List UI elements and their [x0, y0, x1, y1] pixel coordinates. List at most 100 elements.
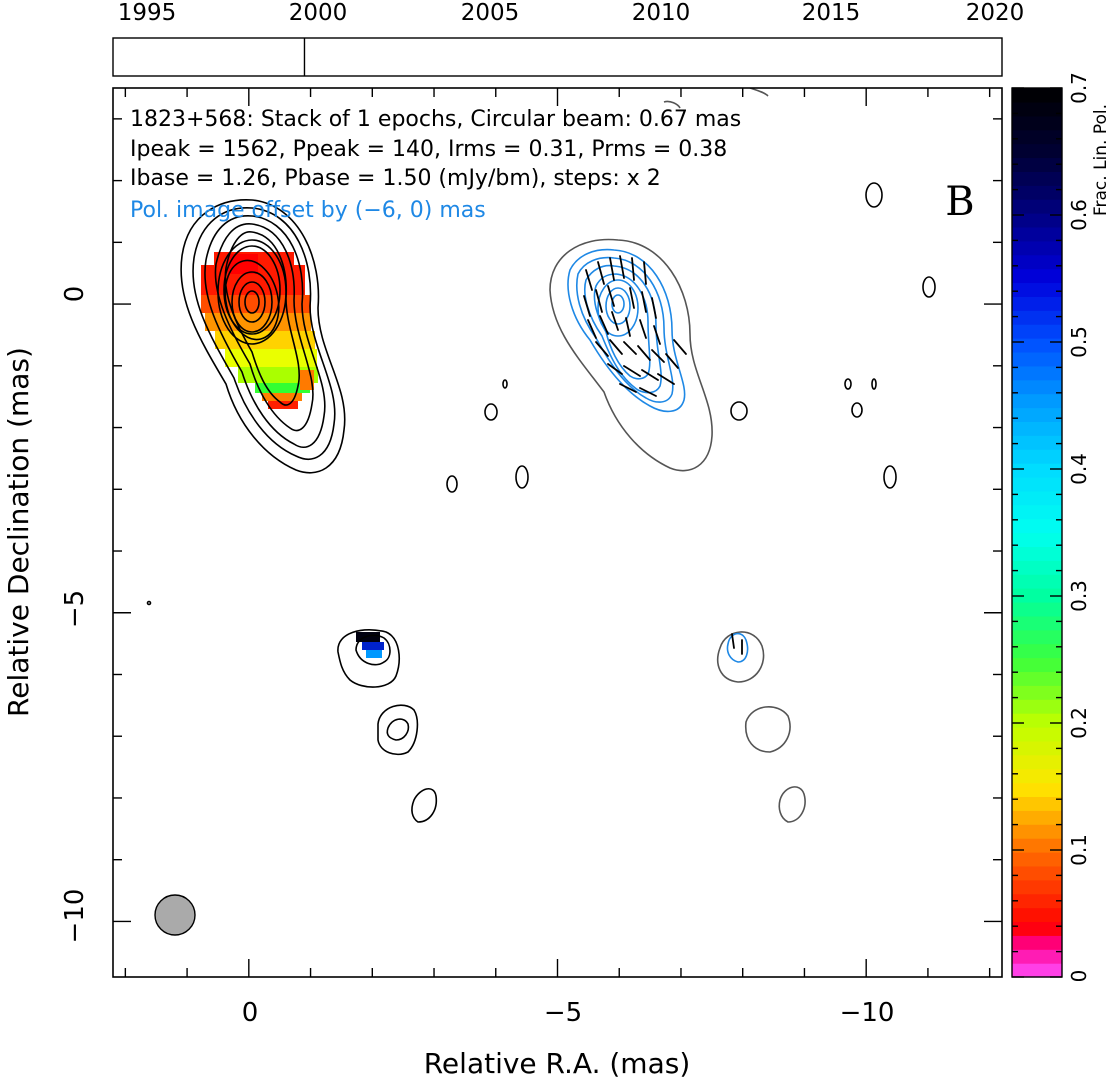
- frac-pol-pixel: [366, 650, 382, 658]
- colorbar-step: [1012, 143, 1062, 159]
- colorbar-tick-label: 0.6: [1067, 199, 1091, 231]
- timeline-box: [112, 37, 1003, 77]
- colorbar-step: [1012, 671, 1062, 686]
- annotation-line: Ibase = 1.26, Pbase = 1.50 (mJy/bm), ste…: [130, 166, 661, 191]
- colorbar-step: [1012, 685, 1062, 700]
- colorbar-step: [1012, 782, 1062, 798]
- colorbar-frame: [1011, 87, 1063, 978]
- colorbar-tick-label: 0.3: [1067, 580, 1091, 612]
- frac-pol-heatmap: [201, 252, 384, 658]
- timeline-year: 2015: [802, 0, 861, 26]
- colorbar-tick-label: 0.1: [1067, 834, 1091, 866]
- colorbar-gradient: [1012, 88, 1062, 978]
- timeline-year: 2005: [461, 0, 520, 26]
- colorbar-step: [1012, 879, 1062, 895]
- colorbar-step: [1012, 588, 1062, 603]
- colorbar-step: [1012, 129, 1062, 145]
- frac-pol-pixel: [362, 642, 384, 650]
- colorbar-step: [1012, 935, 1062, 950]
- colorbar-step: [1012, 601, 1062, 617]
- polarized-intensity-contours: [567, 248, 749, 663]
- stokes-i-contours: [146, 182, 936, 823]
- colorbar-step: [1012, 157, 1062, 172]
- colorbar-step: [1012, 490, 1062, 506]
- colorbar-step: [1012, 296, 1062, 311]
- colorbar-step: [1012, 449, 1062, 464]
- colorbar-step: [1012, 504, 1062, 520]
- colorbar-step: [1012, 351, 1062, 367]
- colorbar-step: [1012, 324, 1062, 339]
- colorbar-step: [1012, 810, 1062, 825]
- colorbar-step: [1012, 796, 1062, 811]
- x-axis-label: Relative R.A. (mas): [424, 1047, 691, 1080]
- restoring-beam: [154, 894, 196, 936]
- timeline-year: 2020: [966, 0, 1025, 26]
- frac-pol-pixel: [262, 393, 302, 401]
- panel-letter: B: [945, 179, 974, 225]
- colorbar-step: [1012, 115, 1062, 131]
- colorbar-step: [1012, 921, 1062, 936]
- colorbar-tick-label: 0.5: [1067, 326, 1091, 358]
- colorbar-step: [1012, 365, 1062, 381]
- colorbar-step: [1012, 407, 1062, 422]
- colorbar-step: [1012, 768, 1062, 784]
- colorbar-step: [1012, 463, 1062, 478]
- colorbar-step: [1012, 88, 1062, 103]
- colorbar-step: [1012, 629, 1062, 645]
- colorbar-step: [1012, 171, 1062, 186]
- colorbar-step: [1012, 199, 1062, 214]
- colorbar-step: [1012, 851, 1062, 867]
- colorbar-step: [1012, 949, 1062, 964]
- colorbar-step: [1012, 185, 1062, 200]
- colorbar-step: [1012, 574, 1062, 589]
- colorbar: 0 0.1 0.2 0.3 0.4 0.5 0.6 0.7 Frac. Lin.…: [1011, 72, 1111, 983]
- annotation-line: Ipeak = 1562, Ppeak = 140, Irms = 0.31, …: [130, 137, 727, 162]
- colorbar-step: [1012, 518, 1062, 534]
- y-tick-label: −10: [60, 889, 90, 944]
- y-tick-label: −5: [60, 590, 90, 628]
- colorbar-tick-label: 0.7: [1067, 72, 1091, 104]
- colorbar-step: [1012, 907, 1062, 923]
- frac-pol-pixel: [228, 254, 258, 274]
- pol-offset-note: Pol. image offset by (−6, 0) mas: [130, 198, 486, 223]
- colorbar-ticks: [1012, 87, 1062, 978]
- x-tick-label: 0: [242, 998, 259, 1028]
- colorbar-step: [1012, 657, 1062, 673]
- colorbar-step: [1012, 393, 1062, 409]
- colorbar-step: [1012, 740, 1062, 756]
- colorbar-tick-label: 0: [1067, 970, 1091, 983]
- x-tick-label: −10: [840, 998, 895, 1028]
- colorbar-step: [1012, 310, 1062, 325]
- colorbar-step: [1012, 226, 1062, 242]
- colorbar-step: [1012, 254, 1062, 270]
- frac-pol-pixel: [255, 383, 310, 393]
- frac-pol-pixel: [205, 313, 311, 331]
- colorbar-step: [1012, 560, 1062, 575]
- colorbar-step: [1012, 532, 1062, 547]
- colorbar-step: [1012, 282, 1062, 297]
- y-axis-label: Relative Declination (mas): [2, 347, 35, 717]
- frac-pol-pixel: [356, 632, 380, 642]
- colorbar-step: [1012, 615, 1062, 631]
- colorbar-step: [1012, 726, 1062, 742]
- evpa-vectors: [583, 255, 743, 655]
- colorbar-step: [1012, 824, 1062, 839]
- frac-pol-pixel: [225, 349, 317, 367]
- colorbar-step: [1012, 421, 1062, 436]
- colorbar-step: [1012, 838, 1062, 853]
- y-tick-label: 0: [60, 286, 90, 303]
- colorbar-step: [1012, 699, 1062, 714]
- frame-ticks: [113, 88, 1002, 977]
- colorbar-step: [1012, 963, 1062, 978]
- colorbar-step: [1012, 754, 1062, 770]
- epoch-timeline: 1995 2000 2005 2010 2015 2020: [112, 0, 1025, 77]
- colorbar-step: [1012, 338, 1062, 353]
- colorbar-step: [1012, 643, 1062, 659]
- timeline-year: 1995: [118, 0, 177, 26]
- colorbar-step: [1012, 713, 1062, 728]
- colorbar-step: [1012, 865, 1062, 881]
- timeline-year: 2000: [289, 0, 348, 26]
- colorbar-step: [1012, 379, 1062, 395]
- timeline-year: 2010: [632, 0, 691, 26]
